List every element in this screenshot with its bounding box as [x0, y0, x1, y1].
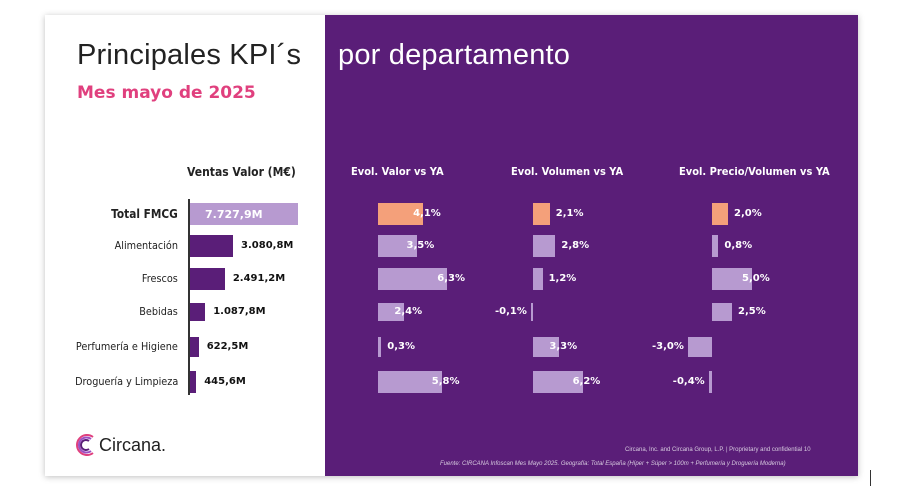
evol-bar-2-1 [712, 235, 719, 257]
evol-bar-0-1 [378, 235, 417, 257]
row-label-4: Perfumería e Higiene [76, 340, 178, 353]
row-label-5: Droguería y Limpieza [74, 375, 178, 388]
circana-logo-icon [76, 434, 94, 456]
ventas-bar-0 [190, 203, 298, 225]
header-volumen: Evol. Volumen vs YA [511, 165, 624, 178]
evol-bar-1-5 [533, 371, 583, 393]
footer-confidential: Circana, Inc. and Circana Group, L.P. | … [625, 447, 811, 453]
evol-label-1-0: 2,1% [555, 208, 584, 219]
circana-logo: Circana. [75, 429, 166, 461]
evol-label-2-3: 2,5% [738, 306, 766, 317]
evol-bar-0-5 [378, 371, 442, 393]
evol-label-2-2: 5,0% [742, 273, 770, 284]
evol-bar-0-3 [378, 303, 405, 321]
subtitle: Mes mayo de 2025 [77, 83, 256, 103]
cursor-mark [870, 470, 871, 486]
evol-bar-2-4 [688, 337, 712, 357]
evol-label-1-2: 1,2% [548, 273, 577, 284]
row-label-0: Total FMCG [111, 207, 178, 221]
axis-line [188, 199, 190, 395]
evol-label-0-2: 6,3% [437, 273, 466, 284]
header-ventas: Ventas Valor (M€) [187, 165, 296, 179]
evol-bar-0-0 [378, 203, 424, 225]
evol-label-2-5: -0,4% [672, 376, 705, 387]
evol-label-0-1: 3,5% [406, 240, 435, 251]
ventas-label-5: 445,6M [204, 376, 246, 387]
evol-bar-2-5 [708, 371, 712, 393]
evol-label-1-1: 2,8% [561, 240, 590, 251]
evol-label-1-5: 6,2% [572, 376, 601, 387]
evol-bar-1-2 [533, 268, 543, 290]
evol-label-0-4: 0,3% [387, 341, 416, 352]
title-right: por departamento [338, 39, 571, 71]
ventas-bar-1 [190, 235, 234, 257]
ventas-label-0: 7.727,9M [205, 208, 263, 221]
title-left: Principales KPI´s [77, 39, 302, 71]
row-label-3: Bebidas [139, 305, 178, 318]
evol-label-2-1: 0,8% [724, 240, 753, 251]
evol-label-1-3: -0,1% [495, 306, 527, 317]
evol-bar-1-4 [533, 337, 560, 357]
ventas-bar-5 [190, 371, 197, 393]
ventas-label-3: 1.087,8M [213, 306, 266, 317]
evol-label-0-5: 5,8% [431, 376, 460, 387]
ventas-bar-4 [190, 337, 199, 357]
header-precio: Evol. Precio/Volumen vs YA [679, 165, 830, 178]
evol-label-2-0: 2,0% [734, 208, 762, 219]
row-label-2: Frescos [142, 272, 178, 285]
evol-label-2-4: -3,0% [652, 341, 684, 352]
ventas-label-4: 622,5M [206, 341, 249, 352]
evol-label-0-0: 4,1% [413, 208, 441, 219]
evol-bar-0-4 [378, 337, 382, 357]
footer-source: Fuente: CIRCANA Infoscan Mes Mayo 2025. … [440, 461, 786, 467]
row-label-1: Alimentación [114, 239, 178, 252]
evol-label-1-4: 3,3% [549, 341, 578, 352]
ventas-bar-2 [190, 268, 225, 290]
evol-bar-2-3 [712, 303, 732, 321]
evol-bar-2-2 [712, 268, 752, 290]
evol-bar-1-0 [533, 203, 550, 225]
slide: Principales KPI´s por departamento Mes m… [45, 15, 858, 476]
ventas-label-1: 3.080,8M [241, 240, 294, 251]
ventas-label-2: 2.491,2M [232, 273, 286, 284]
evol-label-0-3: 2,4% [394, 306, 423, 317]
evol-bar-1-3 [531, 303, 533, 321]
header-valor: Evol. Valor vs YA [351, 165, 444, 178]
evol-bar-1-1 [533, 235, 556, 257]
ventas-bar-3 [190, 303, 206, 321]
evol-bar-0-2 [378, 268, 448, 290]
evol-bar-2-0 [712, 203, 728, 225]
brand-name: Circana. [99, 434, 167, 455]
